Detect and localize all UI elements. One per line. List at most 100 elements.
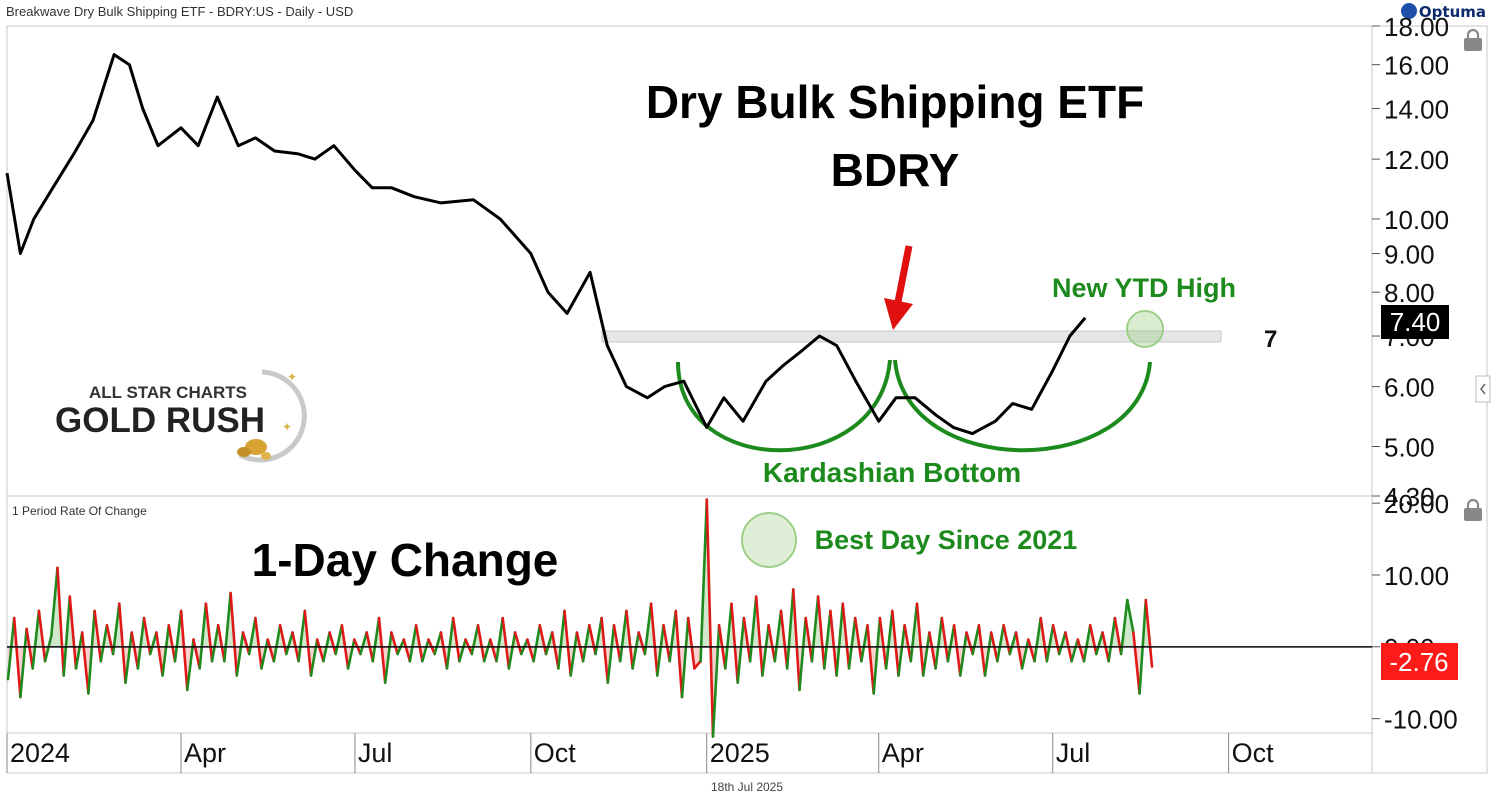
- roc-line-segment: [662, 623, 672, 663]
- roc-line-segment: [223, 591, 232, 663]
- roc-line-segment: [612, 623, 622, 663]
- roc-line-segment: [155, 631, 164, 677]
- roc-line-segment: [761, 623, 770, 677]
- roc-line-segment: [6, 616, 16, 681]
- roc-line-segment: [346, 638, 356, 670]
- roc-line-segment: [804, 616, 814, 663]
- roc-line-segment: [538, 623, 548, 656]
- price-chart-title: Dry Bulk Shipping ETF: [646, 76, 1144, 128]
- price-series-line: [5, 53, 1087, 436]
- roc-line-segment: [748, 595, 758, 663]
- lock-icon[interactable]: [1464, 28, 1482, 51]
- roc-line-segment: [173, 609, 183, 663]
- roc-line-segment: [278, 623, 288, 656]
- roc-line-segment: [1126, 598, 1135, 634]
- x-tick-label: 2025: [710, 738, 770, 768]
- lock-icon[interactable]: [1464, 498, 1482, 521]
- y-tick-label: 20.00: [1384, 489, 1449, 519]
- roc-line-segment: [167, 623, 177, 663]
- roc-line-segment: [773, 609, 783, 663]
- roc-line-segment: [557, 609, 566, 670]
- roc-line-segment: [241, 631, 251, 656]
- x-tick-label: Oct: [1232, 738, 1275, 768]
- roc-line-segment: [915, 602, 925, 677]
- roc-line-segment: [996, 623, 1005, 663]
- roc-line-segment: [1082, 623, 1092, 663]
- y-tick-label: 12.00: [1384, 145, 1449, 175]
- roc-line-segment: [928, 631, 937, 670]
- roc-line-segment: [860, 623, 869, 663]
- roc-line-segment: [420, 638, 430, 663]
- y-tick-label: 18.00: [1384, 12, 1449, 42]
- roc-line-segment: [482, 638, 492, 663]
- roc-line-segment: [1107, 616, 1117, 663]
- roc-line-segment: [414, 623, 424, 663]
- roc-line-segment: [186, 638, 195, 692]
- roc-line-segment: [377, 616, 387, 685]
- x-tick-label: 2024: [10, 738, 70, 768]
- svg-text:✦: ✦: [287, 370, 297, 384]
- roc-line-segment: [1057, 631, 1067, 656]
- roc-line-segment: [433, 631, 443, 656]
- roc-line-segment: [31, 609, 41, 670]
- y-tick-label: 9.00: [1384, 240, 1435, 270]
- roc-line-segment: [532, 623, 542, 663]
- roc-line-segment: [841, 602, 851, 670]
- chart-header-title: Breakwave Dry Bulk Shipping ETF - BDRY:U…: [6, 4, 354, 19]
- roc-line-segment: [668, 609, 678, 663]
- roc-line-segment: [730, 602, 740, 685]
- roc-line-segment: [1020, 638, 1030, 670]
- roc-line-segment: [99, 623, 109, 663]
- roc-line-segment: [297, 609, 307, 663]
- roc-line-segment: [921, 631, 931, 677]
- best-day-label: Best Day Since 2021: [815, 525, 1078, 555]
- roc-panel-frame: [6, 495, 1373, 734]
- last-roc-marker: -2.76: [1381, 643, 1458, 680]
- roc-line-segment: [80, 631, 90, 695]
- x-tick-label: Apr: [184, 738, 226, 768]
- roc-line-segment: [105, 623, 115, 656]
- roc-line-segment: [210, 623, 220, 663]
- roc-line-segment: [439, 631, 449, 670]
- roc-line-segment: [1088, 623, 1098, 656]
- roc-line-segment: [451, 616, 461, 663]
- resistance-level-label: 7: [1264, 326, 1277, 353]
- roc-line-segment: [12, 616, 22, 699]
- roc-line-segment: [791, 588, 801, 692]
- roc-line-segment: [111, 602, 121, 656]
- y-tick-label: 16.00: [1384, 51, 1449, 81]
- roc-line-segment: [309, 638, 319, 677]
- roc-line-segment: [958, 631, 968, 677]
- roc-line-segment: [247, 616, 257, 656]
- roc-line-segment: [884, 609, 894, 670]
- roc-line-segment: [87, 609, 96, 695]
- roc-line-segment: [260, 638, 270, 670]
- roc-line-segment: [216, 623, 226, 663]
- last-price-label: 7.40: [1390, 307, 1441, 337]
- roc-area-segment: [8, 618, 15, 680]
- roc-line-segment: [779, 609, 789, 670]
- roc-line-segment: [798, 616, 808, 692]
- y-tick-label: 6.00: [1384, 373, 1435, 403]
- roc-line-segment: [1132, 631, 1141, 695]
- roc-line-segment: [1144, 598, 1154, 668]
- best-day-highlight: [741, 512, 797, 568]
- roc-line-segment: [563, 609, 573, 677]
- roc-line-segment: [872, 616, 882, 695]
- pattern-label: Kardashian Bottom: [763, 457, 1021, 488]
- roc-line-segment: [136, 616, 146, 670]
- roc-line-segment: [736, 616, 746, 685]
- roc-line-segment: [62, 595, 72, 677]
- y-tick-label: 14.00: [1384, 95, 1449, 125]
- chevron-left-icon[interactable]: [1475, 375, 1491, 403]
- roc-line-segment: [303, 609, 313, 677]
- roc-line-segment: [445, 616, 455, 670]
- roc-line-segment: [742, 616, 752, 663]
- roc-line-segment: [37, 609, 47, 663]
- price-y-axis: 18.0016.0014.0012.0010.009.008.007.006.0…: [1372, 12, 1449, 512]
- roc-line-segment: [649, 602, 659, 677]
- roc-line-segment: [476, 623, 486, 663]
- roc-line-segment: [43, 634, 53, 663]
- roc-line-segment: [1033, 616, 1042, 663]
- roc-line-segment: [458, 638, 467, 663]
